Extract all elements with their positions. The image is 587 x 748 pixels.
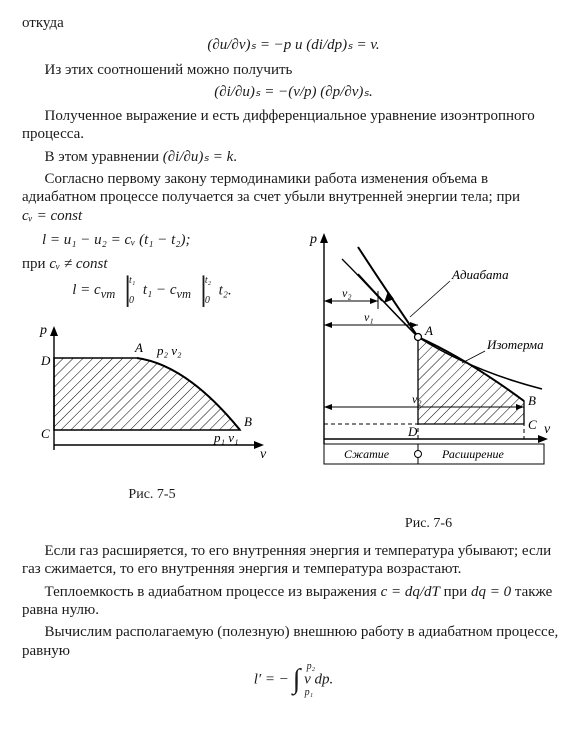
- svg-text:A: A: [424, 323, 433, 338]
- p8-c: при: [440, 584, 471, 600]
- equation-2: (∂i/∂u)ₛ = −(v/p) (∂p/∂v)ₛ.: [22, 83, 565, 101]
- left-column: l = u₁ − u₂ = cᵥ (t₁ − t₂); при cᵥ ≠ con…: [22, 229, 282, 532]
- figure-7-5: p v D A p₂ v₂ B C: [22, 320, 282, 503]
- svg-text:v₂: v₂: [412, 392, 422, 406]
- lbl-p1v1: p₁ v₁: [213, 430, 239, 445]
- pt-D: D: [40, 353, 51, 368]
- para-9: Вычислим располагаемую (полезную) внешню…: [22, 623, 565, 660]
- p8-d: dq = 0: [471, 584, 511, 600]
- figure-7-6: p v Сжатие Расширение: [292, 229, 565, 532]
- axis-p-label: p: [39, 323, 47, 338]
- para-8: Теплоемкость в адиабатном процессе из вы…: [22, 583, 565, 620]
- svg-text:Адиабата: Адиабата: [451, 267, 509, 282]
- p6-a: при: [22, 256, 49, 272]
- equation-1: (∂u/∂v)ₛ = −p и (di/dp)ₛ = v.: [22, 36, 565, 54]
- caption-7-6: Рис. 7-6: [292, 515, 565, 532]
- pt-A: A: [134, 340, 143, 355]
- p6-b: cᵥ ≠ const: [49, 256, 107, 272]
- p8-b: c = dq/dT: [381, 584, 440, 600]
- svg-text:Изотерма: Изотерма: [486, 337, 544, 352]
- svg-text:Сжатие: Сжатие: [344, 447, 390, 461]
- para-3: Полученное выражение и есть дифференциал…: [22, 107, 565, 144]
- p4-a: В этом уравнении: [45, 149, 163, 165]
- equation-3: l = u₁ − u₂ = cᵥ (t₁ − t₂);: [22, 231, 282, 249]
- para-4: В этом уравнении (∂i/∂u)ₛ = k.: [22, 148, 565, 166]
- svg-text:p: p: [309, 232, 317, 247]
- pt-B: B: [244, 414, 252, 429]
- para-7: Если газ расширяется, то его внутренняя …: [22, 542, 565, 579]
- equation-5: l′ = − ∫ p₂ p₁ v dp.: [22, 666, 565, 694]
- equation-4: l = cvm │ t₁ 0 t₁ − cvm │ t₂ 0 t₂.: [22, 278, 282, 314]
- p8-a: Теплоемкость в адиабатном процессе из вы…: [45, 584, 381, 600]
- p4-b: (∂i/∂u)ₛ = k: [163, 149, 234, 165]
- caption-7-5: Рис. 7-5: [22, 486, 282, 503]
- p5-b: cᵥ = const: [22, 208, 82, 224]
- para-from-relations: Из этих соотношений можно получить: [22, 61, 565, 79]
- figure-row: l = u₁ − u₂ = cᵥ (t₁ − t₂); при cᵥ ≠ con…: [22, 229, 565, 532]
- axis-v-label: v: [260, 447, 267, 462]
- svg-text:v₂: v₂: [342, 286, 352, 300]
- svg-text:v₁: v₁: [364, 310, 374, 324]
- para-5: Согласно первому закону термодинамики ра…: [22, 170, 565, 225]
- p5-a: Согласно первому закону термодинамики ра…: [22, 171, 520, 205]
- lbl-p2v2: p₂ v₂: [156, 343, 182, 358]
- svg-text:Расширение: Расширение: [441, 447, 505, 461]
- svg-text:v: v: [544, 422, 551, 437]
- para-6: при cᵥ ≠ const: [22, 255, 282, 273]
- svg-text:C: C: [528, 417, 537, 432]
- para-otkuda: откуда: [22, 14, 565, 32]
- svg-text:B: B: [528, 393, 536, 408]
- p4-c: .: [233, 149, 237, 165]
- pt-C: C: [41, 426, 50, 441]
- svg-text:D: D: [407, 424, 418, 439]
